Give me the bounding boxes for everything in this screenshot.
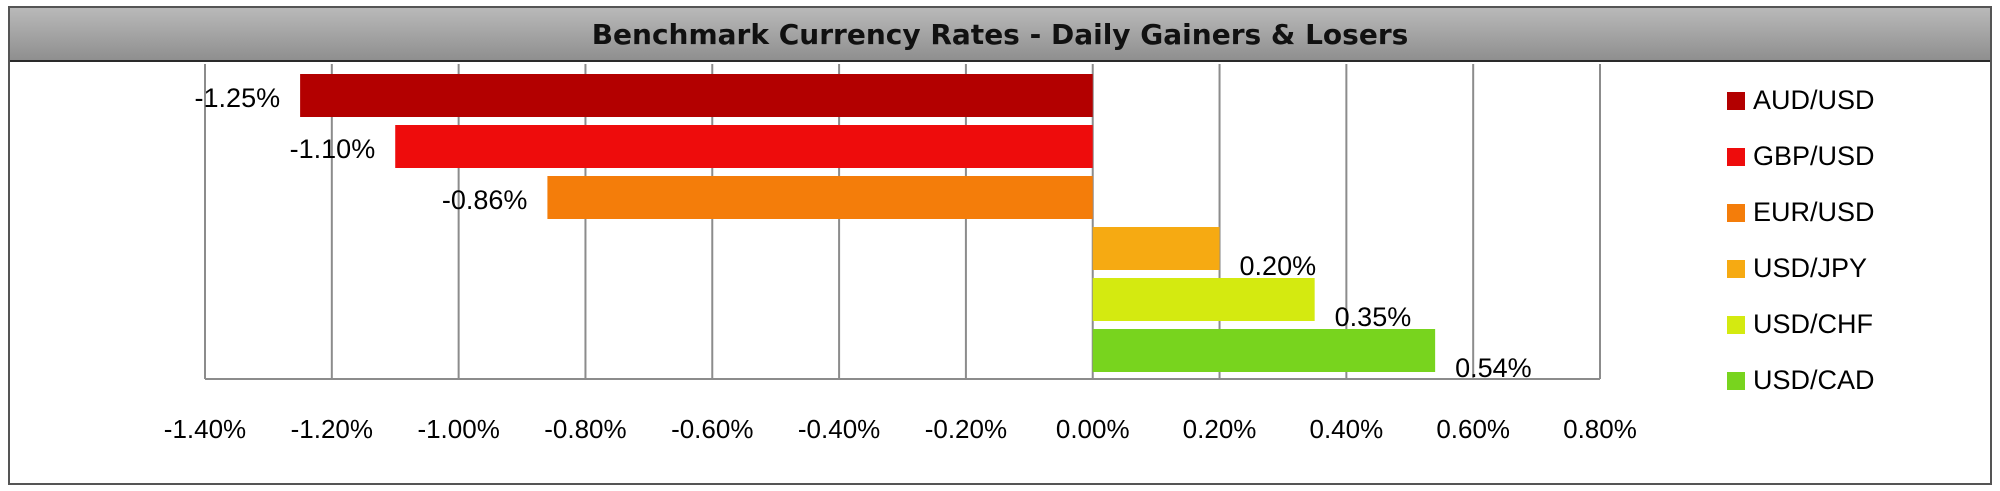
- chart-title: Benchmark Currency Rates - Daily Gainers…: [591, 17, 1409, 51]
- legend-label: USD/CHF: [1753, 309, 1873, 339]
- legend-swatch: [1727, 92, 1745, 110]
- x-tick-label: 0.00%: [1056, 414, 1130, 444]
- x-tick-label: 0.80%: [1563, 414, 1637, 444]
- x-tick-label: -0.20%: [925, 414, 1007, 444]
- legend-swatch: [1727, 204, 1745, 222]
- x-tick-label: -0.80%: [544, 414, 626, 444]
- chart-title-bar: Benchmark Currency Rates - Daily Gainers…: [10, 8, 1990, 62]
- bar-usd-jpy: [1092, 227, 1220, 270]
- x-tick-label: -1.40%: [164, 414, 246, 444]
- x-tick-label: 0.40%: [1309, 414, 1383, 444]
- x-tick-label: -1.20%: [291, 414, 373, 444]
- bar-eur-usd: [547, 176, 1093, 219]
- data-label: -0.86%: [442, 185, 528, 215]
- data-label: -1.25%: [195, 83, 281, 113]
- bar-usd-chf: [1092, 278, 1315, 321]
- legend-label: USD/JPY: [1753, 253, 1867, 283]
- data-label: 0.35%: [1335, 302, 1412, 332]
- legend-swatch: [1727, 148, 1745, 166]
- data-label: 0.54%: [1455, 353, 1532, 383]
- data-label: 0.20%: [1240, 251, 1317, 281]
- legend-swatch: [1727, 316, 1745, 334]
- x-axis-ticks: -1.40% -1.20% -1.00% -0.80% -0.60% -0.40% -0.2…: [164, 414, 1637, 444]
- data-labels: -1.25% -1.10% -0.86% 0.20% 0.35% 0.54%: [195, 83, 1532, 383]
- x-tick-label: 0.20%: [1183, 414, 1257, 444]
- x-tick-label: -0.60%: [671, 414, 753, 444]
- legend: AUD/USD GBP/USD EUR/USD USD/JPY USD/CHF USD/C…: [1727, 85, 1875, 395]
- bar-aud-usd: [300, 74, 1093, 117]
- legend-swatch: [1727, 372, 1745, 390]
- legend-label: USD/CAD: [1753, 365, 1875, 395]
- legend-label: EUR/USD: [1753, 197, 1875, 227]
- data-label: -1.10%: [290, 134, 376, 164]
- x-tick-label: -0.40%: [798, 414, 880, 444]
- legend-label: AUD/USD: [1753, 85, 1875, 115]
- x-tick-label: -1.00%: [417, 414, 499, 444]
- bar-gbp-usd: [395, 125, 1093, 168]
- x-tick-label: 0.60%: [1436, 414, 1510, 444]
- legend-swatch: [1727, 260, 1745, 278]
- bars: [300, 74, 1436, 372]
- bar-usd-cad: [1092, 329, 1436, 372]
- legend-label: GBP/USD: [1753, 141, 1875, 171]
